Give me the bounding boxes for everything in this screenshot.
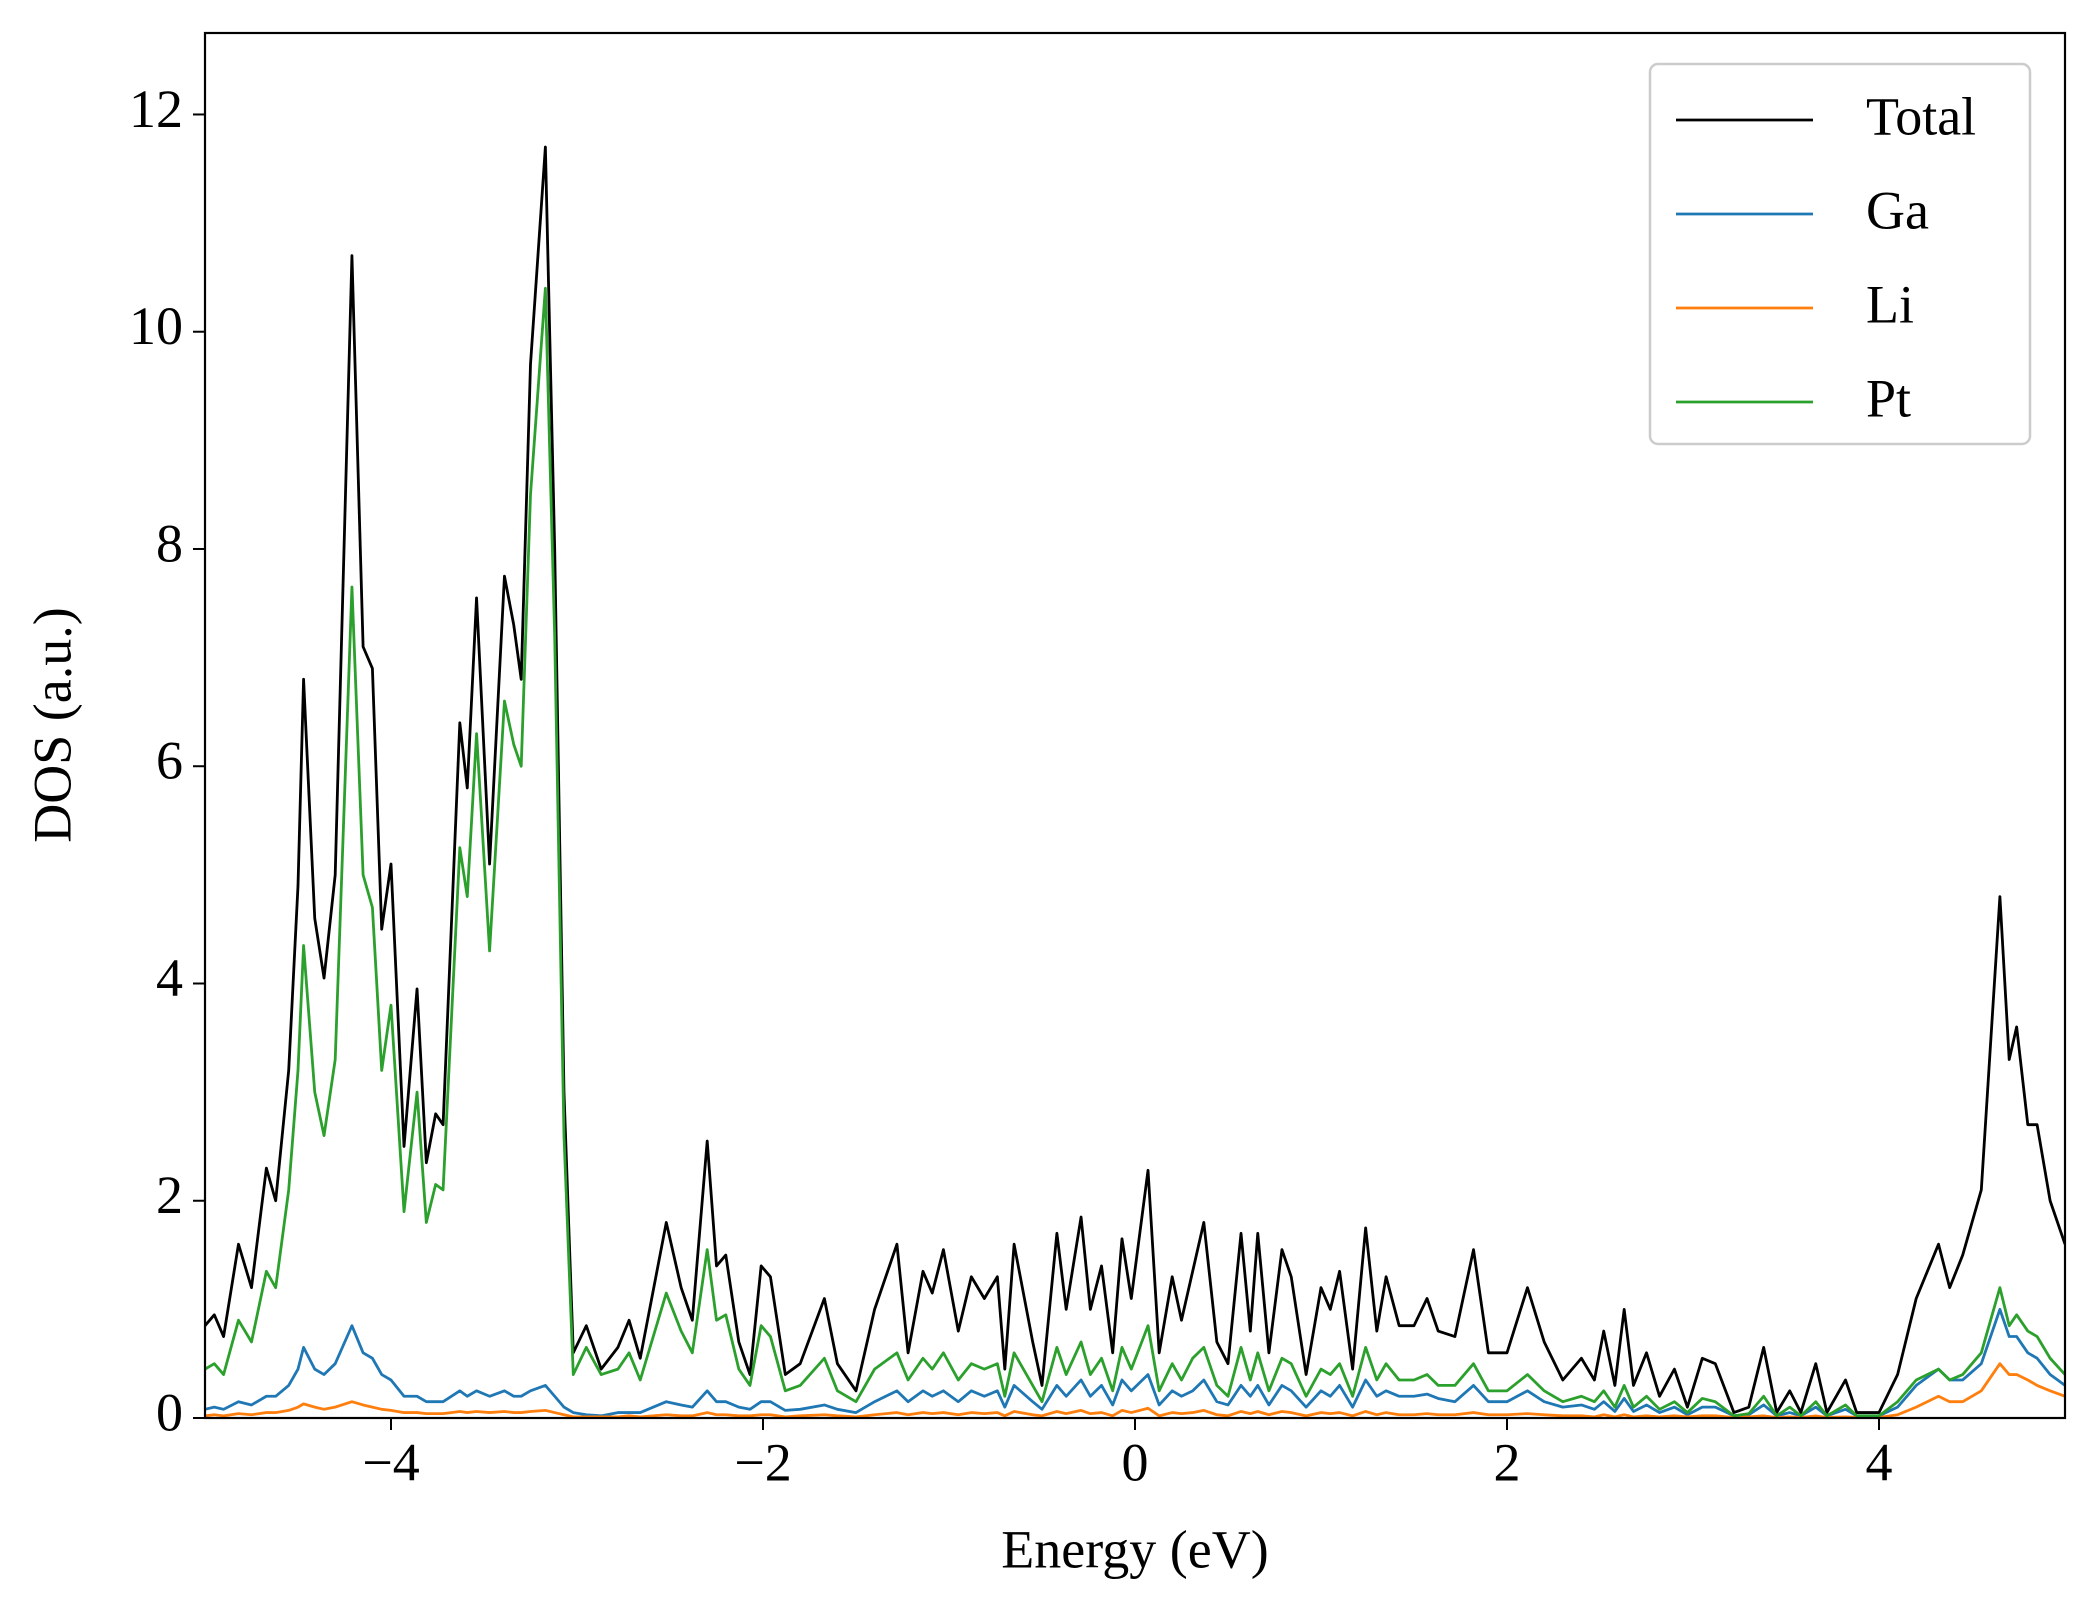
x-tick-label: −2 xyxy=(734,1432,791,1492)
series-line xyxy=(205,1307,2065,1418)
y-tick-label: 6 xyxy=(156,731,183,791)
plot-lines xyxy=(205,145,2065,1418)
y-tick-label: 12 xyxy=(129,79,183,139)
series-line xyxy=(205,1362,2065,1418)
x-tick-label: 4 xyxy=(1866,1432,1893,1492)
y-tick-label: 8 xyxy=(156,513,183,573)
legend-label: Li xyxy=(1866,274,1914,334)
legend-label: Pt xyxy=(1866,368,1911,428)
y-axis-label: DOS (a.u.) xyxy=(22,607,82,842)
series-line xyxy=(205,145,2065,1414)
legend-label: Ga xyxy=(1866,180,1929,240)
x-tick-label: 2 xyxy=(1494,1432,1521,1492)
x-tick-label: −4 xyxy=(362,1432,419,1492)
x-tick-label: 0 xyxy=(1122,1432,1149,1492)
x-axis-label: Energy (eV) xyxy=(1001,1519,1268,1579)
y-tick-label: 10 xyxy=(129,296,183,356)
legend-box xyxy=(1648,62,2032,446)
y-tick-label: 0 xyxy=(156,1382,183,1442)
plot-frame xyxy=(203,31,2067,1420)
y-tick-label: 4 xyxy=(156,948,183,1008)
y-tick-label: 2 xyxy=(156,1165,183,1225)
legend-label: Total xyxy=(1866,86,1976,146)
series-line xyxy=(205,286,2065,1418)
